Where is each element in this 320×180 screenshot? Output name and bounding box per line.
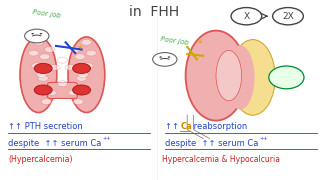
Text: ↑↑: ↑↑ (165, 122, 181, 131)
Ellipse shape (269, 66, 304, 89)
Text: Ca⁺: Ca⁺ (281, 78, 292, 83)
Text: despite  ↑↑ serum Ca: despite ↑↑ serum Ca (165, 139, 258, 148)
Circle shape (25, 29, 49, 43)
Circle shape (83, 63, 93, 69)
Circle shape (68, 90, 79, 96)
Text: ++: ++ (102, 136, 111, 141)
Ellipse shape (186, 31, 246, 121)
Ellipse shape (68, 37, 105, 112)
Text: ++: ++ (259, 136, 268, 141)
Circle shape (73, 85, 91, 95)
Circle shape (75, 54, 85, 60)
Circle shape (36, 72, 47, 78)
Text: 2X: 2X (282, 12, 294, 21)
Circle shape (46, 90, 56, 96)
Text: ✦: ✦ (78, 44, 82, 49)
Circle shape (33, 39, 44, 45)
Circle shape (41, 99, 52, 105)
Circle shape (78, 72, 88, 78)
Circle shape (86, 50, 96, 56)
Circle shape (81, 88, 92, 94)
Circle shape (32, 63, 42, 69)
Text: Poor job: Poor job (160, 36, 189, 46)
FancyBboxPatch shape (47, 82, 77, 98)
Circle shape (44, 47, 55, 52)
Text: X: X (243, 12, 250, 21)
Text: in  FHH: in FHH (129, 5, 179, 19)
Circle shape (49, 65, 60, 70)
Ellipse shape (230, 40, 275, 115)
Circle shape (73, 63, 91, 73)
Circle shape (34, 85, 52, 95)
Circle shape (33, 88, 44, 94)
Ellipse shape (20, 37, 57, 112)
Circle shape (38, 75, 48, 81)
Text: H: H (283, 71, 290, 80)
Circle shape (34, 63, 52, 73)
Circle shape (73, 99, 84, 105)
Text: Hypercalcemia & Hypocalcuria: Hypercalcemia & Hypocalcuria (162, 155, 280, 164)
Circle shape (31, 33, 34, 34)
Text: Ca: Ca (180, 122, 192, 131)
Circle shape (159, 56, 162, 58)
Circle shape (28, 50, 39, 56)
Text: ↑↑ PTH secretion: ↑↑ PTH secretion (8, 122, 83, 131)
Text: Poor job: Poor job (32, 9, 61, 19)
Text: (Hypercalcemia): (Hypercalcemia) (8, 155, 73, 164)
Circle shape (57, 81, 68, 87)
Circle shape (153, 53, 177, 66)
Text: despite  ↑↑ serum Ca: despite ↑↑ serum Ca (8, 139, 101, 148)
Circle shape (81, 39, 92, 45)
Text: reabsorption: reabsorption (191, 122, 247, 131)
Ellipse shape (216, 50, 242, 101)
Circle shape (65, 65, 76, 70)
Circle shape (57, 57, 68, 63)
Circle shape (40, 33, 42, 34)
Circle shape (76, 75, 87, 81)
Text: ✦: ✦ (198, 40, 202, 45)
Circle shape (70, 47, 80, 52)
Circle shape (40, 54, 50, 60)
Circle shape (168, 56, 170, 58)
Ellipse shape (225, 45, 255, 109)
